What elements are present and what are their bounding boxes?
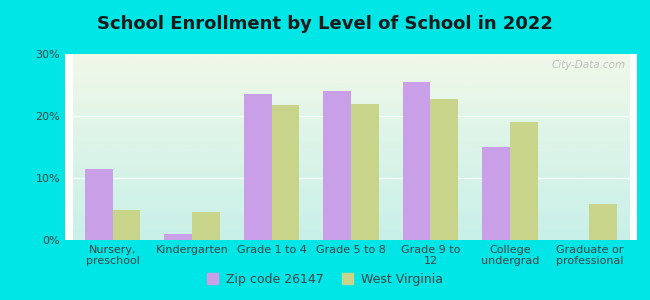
- Bar: [85, 169, 112, 240]
- Bar: [323, 91, 351, 240]
- Bar: [590, 204, 617, 240]
- Bar: [482, 147, 510, 240]
- Bar: [164, 234, 192, 240]
- Text: City-Data.com: City-Data.com: [551, 60, 625, 70]
- Bar: [430, 99, 458, 240]
- Bar: [402, 82, 430, 240]
- Bar: [192, 212, 220, 240]
- Legend: Zip code 26147, West Virginia: Zip code 26147, West Virginia: [202, 268, 448, 291]
- Text: School Enrollment by Level of School in 2022: School Enrollment by Level of School in …: [97, 15, 553, 33]
- Bar: [351, 104, 379, 240]
- Bar: [244, 94, 272, 240]
- Bar: [510, 122, 538, 240]
- Bar: [112, 210, 140, 240]
- Bar: [272, 105, 300, 240]
